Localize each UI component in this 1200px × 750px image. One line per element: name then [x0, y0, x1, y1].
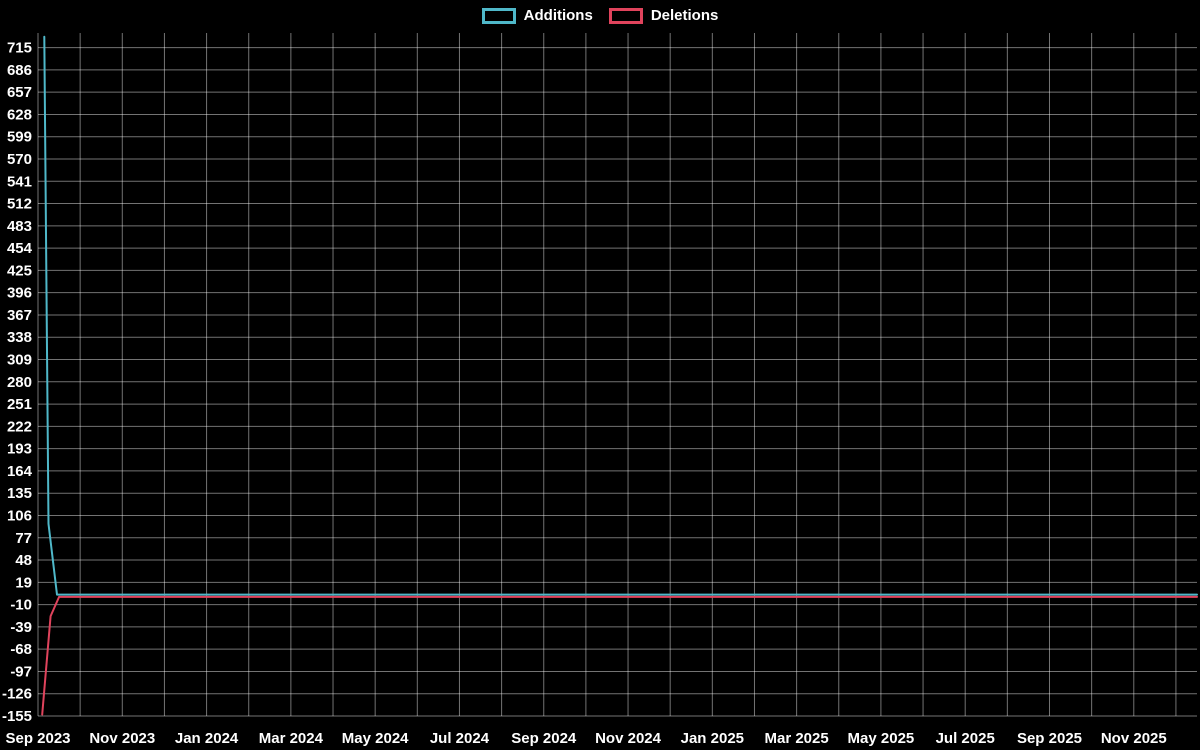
y-tick-label: 483 — [7, 218, 32, 235]
y-tick-label: -39 — [10, 619, 32, 636]
x-tick-label: May 2025 — [848, 730, 915, 747]
x-tick-label: Sep 2023 — [5, 730, 70, 747]
y-tick-label: 309 — [7, 352, 32, 369]
y-tick-label: 338 — [7, 329, 32, 346]
additions-swatch — [481, 7, 516, 24]
series-line-additions — [43, 35, 1198, 596]
x-tick-label: May 2024 — [342, 730, 409, 747]
y-tick-label: 628 — [7, 106, 32, 123]
deletions-label: Deletions — [650, 7, 719, 24]
y-tick-label: 686 — [7, 62, 32, 79]
y-tick-label: 251 — [7, 396, 32, 413]
y-tick-label: 280 — [7, 374, 32, 391]
y-tick-label: 77 — [15, 530, 32, 547]
chart-legend: Additions Deletions — [0, 7, 1200, 24]
legend-item-additions[interactable]: Additions — [481, 7, 593, 24]
x-tick-label: Sep 2025 — [1017, 730, 1082, 747]
x-tick-label: Nov 2025 — [1101, 730, 1167, 747]
x-tick-label: Mar 2025 — [765, 730, 829, 747]
x-tick-label: Jan 2025 — [681, 730, 744, 747]
x-tick-label: Nov 2023 — [89, 730, 155, 747]
deletions-swatch — [608, 7, 643, 24]
x-tick-label: Nov 2024 — [595, 730, 662, 747]
additions-label: Additions — [523, 7, 593, 24]
y-tick-label: 657 — [7, 84, 32, 101]
y-tick-label: -10 — [10, 597, 32, 614]
y-tick-label: -126 — [2, 686, 32, 703]
y-tick-label: 164 — [7, 463, 33, 480]
y-tick-label: 19 — [15, 574, 32, 591]
y-tick-label: 454 — [7, 240, 33, 257]
x-tick-label: Mar 2024 — [259, 730, 324, 747]
x-tick-label: Jan 2024 — [175, 730, 239, 747]
y-tick-label: -155 — [2, 708, 32, 725]
y-tick-label: 599 — [7, 129, 32, 146]
y-tick-label: 135 — [7, 485, 32, 502]
y-tick-label: 396 — [7, 285, 32, 302]
series-line-deletions — [41, 595, 1198, 716]
y-tick-label: 367 — [7, 307, 32, 324]
y-tick-label: -68 — [10, 641, 32, 658]
x-tick-label: Sep 2024 — [511, 730, 577, 747]
y-tick-label: 715 — [7, 40, 32, 57]
x-tick-label: Jul 2024 — [430, 730, 490, 747]
y-tick-label: 222 — [7, 418, 32, 435]
legend-item-deletions[interactable]: Deletions — [608, 7, 719, 24]
y-tick-label: 425 — [7, 262, 32, 279]
y-tick-label: 193 — [7, 441, 32, 458]
y-tick-label: 48 — [15, 552, 32, 569]
y-tick-label: 106 — [7, 507, 32, 524]
y-tick-label: 570 — [7, 151, 32, 168]
x-tick-label: Jul 2025 — [936, 730, 995, 747]
y-tick-label: 541 — [7, 173, 32, 190]
y-tick-label: 512 — [7, 196, 32, 213]
y-tick-label: -97 — [10, 663, 32, 680]
